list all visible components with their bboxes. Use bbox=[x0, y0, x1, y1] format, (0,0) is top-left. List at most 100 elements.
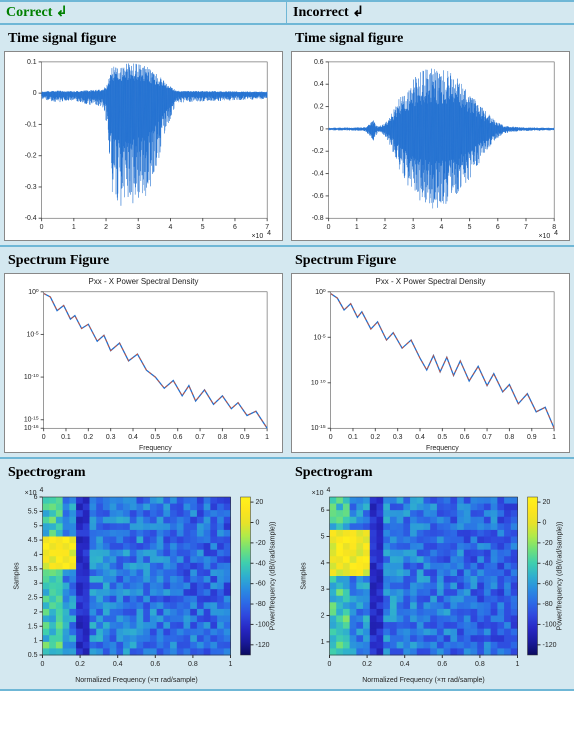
svg-text:0.6: 0.6 bbox=[314, 59, 324, 66]
svg-text:10-5: 10-5 bbox=[314, 333, 326, 342]
svg-text:0.1: 0.1 bbox=[27, 59, 37, 66]
svg-text:5: 5 bbox=[468, 224, 472, 231]
svg-text:×10: ×10 bbox=[25, 490, 37, 497]
chart-spectrogram-right: 00.20.40.60.81123456Normalized Frequency… bbox=[291, 485, 570, 685]
svg-text:0.1: 0.1 bbox=[61, 434, 71, 441]
svg-text:0.1: 0.1 bbox=[348, 434, 358, 441]
svg-text:0: 0 bbox=[256, 519, 260, 526]
svg-text:1: 1 bbox=[516, 661, 520, 668]
svg-text:0.2: 0.2 bbox=[362, 661, 372, 668]
svg-text:0.3: 0.3 bbox=[106, 434, 116, 441]
svg-text:2: 2 bbox=[321, 613, 325, 620]
svg-text:0.2: 0.2 bbox=[75, 661, 85, 668]
svg-text:Pxx - X Power Spectral Density: Pxx - X Power Spectral Density bbox=[89, 277, 199, 286]
cell-spectrum-right: Spectrum Figure Pxx - X Power Spectral D… bbox=[287, 247, 574, 459]
svg-text:0: 0 bbox=[543, 519, 547, 526]
svg-text:-40: -40 bbox=[256, 560, 266, 567]
svg-text:0: 0 bbox=[41, 661, 45, 668]
svg-text:100: 100 bbox=[28, 287, 39, 296]
comparison-grid: Correct ↲ Incorrect ↲ Time signal figure… bbox=[0, 0, 574, 691]
svg-text:6: 6 bbox=[496, 224, 500, 231]
svg-text:4: 4 bbox=[439, 224, 443, 231]
svg-text:100: 100 bbox=[315, 287, 326, 296]
subtitle-time-left: Time signal figure bbox=[4, 29, 283, 51]
svg-text:×10: ×10 bbox=[539, 233, 551, 240]
svg-text:10-10: 10-10 bbox=[24, 373, 39, 382]
svg-text:-80: -80 bbox=[256, 601, 266, 608]
svg-text:-0.1: -0.1 bbox=[25, 121, 37, 128]
svg-text:6: 6 bbox=[233, 224, 237, 231]
svg-text:0.7: 0.7 bbox=[482, 434, 492, 441]
svg-text:5.5: 5.5 bbox=[28, 508, 38, 515]
svg-text:0.8: 0.8 bbox=[505, 434, 515, 441]
svg-text:0.6: 0.6 bbox=[460, 434, 470, 441]
svg-text:1: 1 bbox=[72, 224, 76, 231]
svg-text:10-15: 10-15 bbox=[311, 424, 326, 433]
subtitle-spectrum-left: Spectrum Figure bbox=[4, 251, 283, 273]
svg-text:0.2: 0.2 bbox=[84, 434, 94, 441]
svg-text:2.5: 2.5 bbox=[28, 595, 38, 602]
svg-text:4: 4 bbox=[267, 230, 271, 237]
svg-text:2: 2 bbox=[34, 609, 38, 616]
svg-text:7: 7 bbox=[524, 224, 528, 231]
svg-text:10-15: 10-15 bbox=[24, 415, 39, 424]
svg-text:20: 20 bbox=[543, 499, 551, 506]
svg-text:-80: -80 bbox=[543, 601, 553, 608]
svg-text:-120: -120 bbox=[256, 642, 270, 649]
cell-time-left: Time signal figure -0.4-0.3-0.2-0.100.10… bbox=[0, 25, 287, 247]
svg-text:3: 3 bbox=[321, 586, 325, 593]
svg-text:0: 0 bbox=[40, 224, 44, 231]
svg-text:-0.2: -0.2 bbox=[312, 148, 324, 155]
chart-spectrum-left: Pxx - X Power Spectral Density10010-510-… bbox=[4, 273, 283, 453]
cell-spectrogram-right: Spectrogram 00.20.40.60.81123456Normaliz… bbox=[287, 459, 574, 691]
svg-text:0.5: 0.5 bbox=[28, 652, 38, 659]
svg-text:-100: -100 bbox=[256, 621, 270, 628]
svg-text:0.3: 0.3 bbox=[393, 434, 403, 441]
svg-text:0: 0 bbox=[329, 434, 333, 441]
svg-text:0.9: 0.9 bbox=[240, 434, 250, 441]
svg-text:-20: -20 bbox=[256, 540, 266, 547]
header-correct: Correct ↲ bbox=[0, 0, 287, 25]
svg-text:Pxx - X Power Spectral Density: Pxx - X Power Spectral Density bbox=[376, 277, 486, 286]
svg-text:4: 4 bbox=[34, 551, 38, 558]
svg-text:×10: ×10 bbox=[252, 233, 264, 240]
svg-text:Frequency: Frequency bbox=[426, 445, 459, 452]
svg-text:0: 0 bbox=[33, 90, 37, 97]
svg-text:0.8: 0.8 bbox=[188, 661, 198, 668]
svg-text:6: 6 bbox=[321, 507, 325, 514]
cell-time-right: Time signal figure -0.8-0.6-0.4-0.200.20… bbox=[287, 25, 574, 247]
subtitle-time-right: Time signal figure bbox=[291, 29, 570, 51]
svg-text:0.9: 0.9 bbox=[527, 434, 537, 441]
svg-text:4: 4 bbox=[321, 560, 325, 567]
svg-text:0.8: 0.8 bbox=[218, 434, 228, 441]
svg-text:3: 3 bbox=[34, 580, 38, 587]
svg-text:0.5: 0.5 bbox=[151, 434, 161, 441]
svg-text:0.5: 0.5 bbox=[438, 434, 448, 441]
svg-text:Samples: Samples bbox=[14, 562, 21, 590]
svg-text:-100: -100 bbox=[543, 621, 557, 628]
chart-time-right: -0.8-0.6-0.4-0.200.20.40.6012345678×104 bbox=[291, 51, 570, 241]
svg-text:0.4: 0.4 bbox=[128, 434, 138, 441]
svg-text:1: 1 bbox=[355, 224, 359, 231]
svg-text:-0.4: -0.4 bbox=[312, 171, 324, 178]
svg-text:0.4: 0.4 bbox=[400, 661, 410, 668]
cell-spectrogram-left: Spectrogram 00.20.40.60.810.511.522.533.… bbox=[0, 459, 287, 691]
chart-spectrogram-left: 00.20.40.60.810.511.522.533.544.555.56No… bbox=[4, 485, 283, 685]
svg-text:20: 20 bbox=[256, 499, 264, 506]
svg-text:-0.6: -0.6 bbox=[312, 193, 324, 200]
svg-text:-60: -60 bbox=[256, 581, 266, 588]
svg-text:5: 5 bbox=[201, 224, 205, 231]
svg-text:3: 3 bbox=[411, 224, 415, 231]
svg-text:0: 0 bbox=[327, 224, 331, 231]
svg-text:Normalized Frequency (×π rad/s: Normalized Frequency (×π rad/sample) bbox=[362, 677, 485, 684]
svg-text:3: 3 bbox=[136, 224, 140, 231]
svg-text:10-10: 10-10 bbox=[311, 378, 326, 387]
svg-text:-0.8: -0.8 bbox=[312, 215, 324, 222]
svg-text:1: 1 bbox=[265, 434, 269, 441]
svg-text:Power/frequency (dB/(rad/sampl: Power/frequency (dB/(rad/sample)) bbox=[270, 522, 277, 631]
svg-text:1: 1 bbox=[34, 638, 38, 645]
svg-text:-120: -120 bbox=[543, 642, 557, 649]
svg-text:Power/frequency (dB/(rad/sampl: Power/frequency (dB/(rad/sample)) bbox=[557, 522, 564, 631]
chart-spectrum-right: Pxx - X Power Spectral Density 100 10-5 10-… bbox=[291, 273, 570, 453]
svg-text:0.6: 0.6 bbox=[173, 434, 183, 441]
